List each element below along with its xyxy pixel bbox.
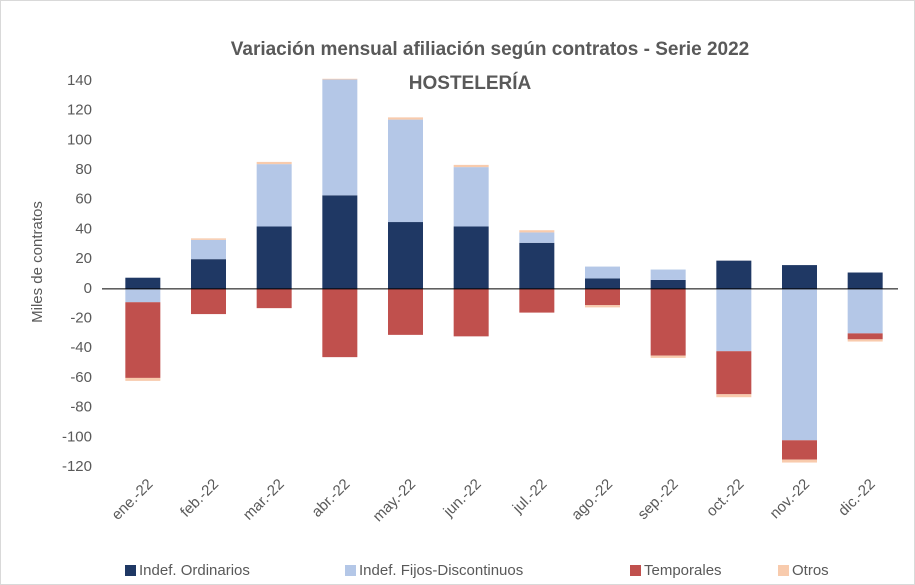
bar bbox=[847, 272, 883, 289]
bar bbox=[191, 259, 226, 289]
legend-swatch bbox=[778, 565, 789, 576]
chart-title: Variación mensual afiliación según contr… bbox=[231, 39, 749, 60]
y-tick-label: -100 bbox=[62, 428, 92, 445]
bar bbox=[191, 288, 226, 315]
bar bbox=[125, 377, 161, 381]
bar bbox=[716, 351, 752, 395]
bar bbox=[256, 288, 292, 309]
legend-label: Indef. Ordinarios bbox=[139, 562, 250, 579]
bar bbox=[650, 269, 686, 280]
bar bbox=[519, 230, 555, 233]
y-tick-label: -40 bbox=[70, 339, 92, 356]
y-tick-label: 80 bbox=[75, 161, 92, 178]
y-tick-label: -20 bbox=[70, 310, 92, 327]
bar bbox=[453, 167, 489, 227]
bar bbox=[388, 288, 423, 335]
y-tick-label: 140 bbox=[67, 72, 92, 89]
legend-label: Temporales bbox=[644, 562, 722, 579]
bar bbox=[388, 119, 423, 223]
bar bbox=[322, 79, 358, 196]
bar bbox=[125, 277, 161, 289]
bar bbox=[453, 288, 489, 337]
bar bbox=[388, 222, 423, 289]
legend-swatch bbox=[345, 565, 356, 576]
y-tick-label: 0 bbox=[84, 280, 92, 297]
bar bbox=[585, 288, 620, 306]
bar bbox=[453, 164, 489, 168]
bar bbox=[782, 288, 817, 441]
bar bbox=[453, 226, 489, 289]
y-tick-label: 20 bbox=[75, 250, 92, 267]
bar bbox=[782, 459, 817, 463]
bar bbox=[125, 302, 161, 378]
bar bbox=[519, 242, 555, 289]
bar bbox=[716, 394, 752, 398]
bar bbox=[256, 161, 292, 165]
legend-swatch bbox=[630, 565, 641, 576]
y-axis-label: Miles de contratos bbox=[29, 201, 46, 323]
bar bbox=[322, 78, 358, 80]
y-tick-label: 40 bbox=[75, 220, 92, 237]
bar bbox=[847, 339, 883, 342]
bar bbox=[388, 117, 423, 120]
bar bbox=[716, 260, 752, 289]
bar bbox=[256, 226, 292, 289]
y-tick-label: 100 bbox=[67, 131, 92, 148]
legend-label: Otros bbox=[792, 562, 829, 579]
bar bbox=[585, 266, 620, 279]
legend-swatch bbox=[125, 565, 136, 576]
bar bbox=[650, 288, 686, 356]
y-tick-label: 120 bbox=[67, 102, 92, 119]
bar bbox=[650, 355, 686, 358]
bar bbox=[125, 288, 161, 303]
bar bbox=[191, 238, 226, 240]
bar bbox=[782, 440, 817, 460]
bar bbox=[519, 232, 555, 243]
bar bbox=[585, 278, 620, 289]
bar bbox=[847, 333, 883, 340]
bar bbox=[650, 279, 686, 289]
bar bbox=[585, 305, 620, 308]
bar bbox=[191, 239, 226, 260]
y-tick-label: -120 bbox=[62, 458, 92, 475]
chart-subtitle: HOSTELERÍA bbox=[409, 72, 532, 94]
y-tick-label: -80 bbox=[70, 399, 92, 416]
y-tick-label: 60 bbox=[75, 191, 92, 208]
bar bbox=[322, 195, 358, 289]
bar bbox=[716, 288, 752, 352]
legend-label: Indef. Fijos-Discontinuos bbox=[359, 562, 523, 579]
bar bbox=[847, 288, 883, 334]
y-tick-label: -60 bbox=[70, 369, 92, 386]
bar bbox=[782, 265, 817, 289]
bar bbox=[322, 288, 358, 358]
bar bbox=[256, 164, 292, 227]
bar bbox=[519, 288, 555, 313]
